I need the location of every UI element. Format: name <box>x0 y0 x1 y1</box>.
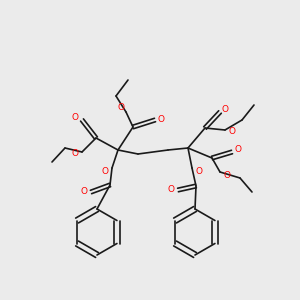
Text: O: O <box>167 185 175 194</box>
Text: O: O <box>80 188 88 196</box>
Text: O: O <box>235 146 242 154</box>
Text: O: O <box>71 149 79 158</box>
Text: O: O <box>101 167 109 176</box>
Text: O: O <box>118 103 124 112</box>
Text: O: O <box>196 167 202 176</box>
Text: O: O <box>221 106 229 115</box>
Text: O: O <box>224 170 230 179</box>
Text: O: O <box>71 113 79 122</box>
Text: O: O <box>229 128 236 136</box>
Text: O: O <box>158 115 164 124</box>
